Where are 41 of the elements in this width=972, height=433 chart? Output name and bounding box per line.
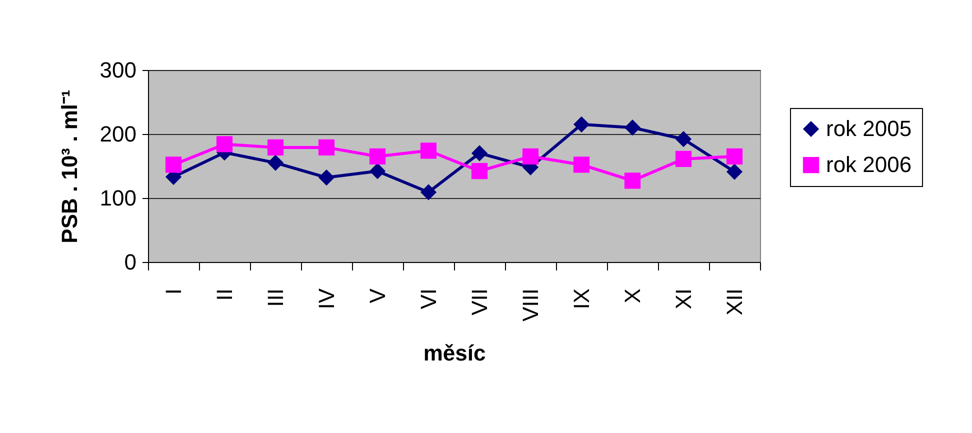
x-tick-label: VII xyxy=(467,288,492,316)
point xyxy=(267,154,284,171)
y-axis-title: PSB . 10³ . ml⁻¹ xyxy=(56,90,82,244)
x-tick-label: IX xyxy=(569,288,594,310)
point xyxy=(471,163,488,180)
x-axis-title: měsíc xyxy=(423,340,486,366)
x-tick-label: III xyxy=(263,288,288,307)
point xyxy=(726,148,743,164)
point xyxy=(318,139,335,156)
point xyxy=(573,116,590,132)
y-tick-label: 100 xyxy=(100,186,136,210)
y-tick-label: 300 xyxy=(100,58,136,82)
point xyxy=(369,163,386,180)
x-tick-label: X xyxy=(620,288,645,304)
point xyxy=(318,169,335,186)
point xyxy=(420,142,437,159)
x-tick-label: VIII xyxy=(518,288,543,322)
x-tick-label: II xyxy=(212,288,237,301)
point xyxy=(675,131,692,148)
point xyxy=(216,136,233,152)
x-tick-label: XII xyxy=(722,288,747,316)
point xyxy=(675,150,692,168)
point xyxy=(369,148,386,164)
x-tick-label: VI xyxy=(416,288,441,310)
point xyxy=(624,172,641,189)
point xyxy=(471,145,488,162)
legend-label: rok 2005 xyxy=(826,116,912,141)
point xyxy=(726,164,743,180)
x-tick-label: I xyxy=(161,288,186,295)
y-tick-label: 200 xyxy=(100,122,136,146)
y-tick-label: 0 xyxy=(124,250,136,274)
point xyxy=(624,120,641,136)
x-tick-label: XI xyxy=(671,288,696,310)
x-tick-label: IV xyxy=(314,288,339,310)
x-tick-label: V xyxy=(365,288,390,304)
point xyxy=(267,139,284,156)
point xyxy=(522,148,539,164)
point xyxy=(420,184,437,200)
legend-label: rok 2006 xyxy=(826,152,912,177)
point xyxy=(573,156,590,173)
point xyxy=(165,156,182,173)
